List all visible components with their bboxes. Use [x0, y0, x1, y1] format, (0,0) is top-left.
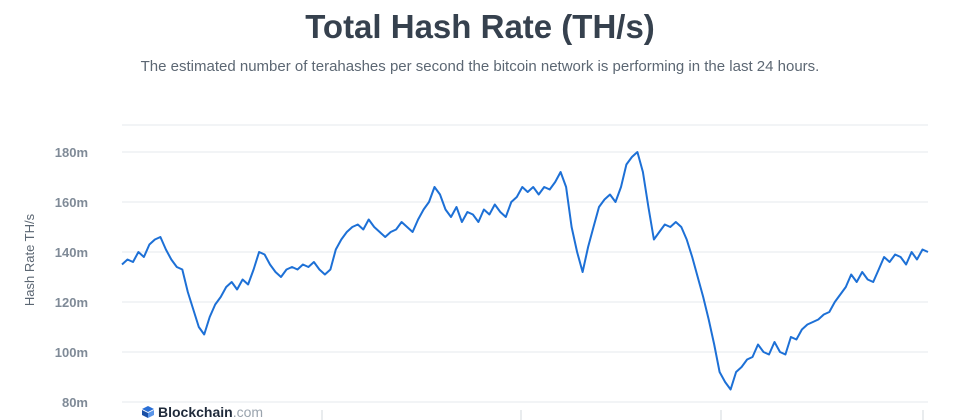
y-tick-label: 180m	[55, 145, 88, 160]
y-axis-title: Hash Rate TH/s	[22, 213, 37, 306]
y-tick-label: 160m	[55, 195, 88, 210]
y-tick-label: 120m	[55, 295, 88, 310]
hash-rate-line	[121, 151, 929, 391]
grid-lines	[122, 124, 928, 403]
y-tick-label: 80m	[62, 395, 88, 410]
series-layer	[121, 151, 929, 391]
logo-name: Blockchain	[158, 404, 233, 420]
blockchain-logo: Blockchain.com	[142, 404, 263, 420]
logo-suffix: .com	[232, 404, 264, 420]
x-axis	[321, 410, 924, 420]
y-tick-label: 140m	[55, 245, 88, 260]
y-tick-label: 100m	[55, 345, 88, 360]
chart-title: Total Hash Rate (TH/s)	[305, 8, 655, 45]
blockchain-logo-icon	[142, 406, 154, 418]
chart-subtitle: The estimated number of terahashes per s…	[140, 58, 820, 75]
y-axis: 80m 100m 120m 140m 160m 180m	[55, 145, 88, 410]
